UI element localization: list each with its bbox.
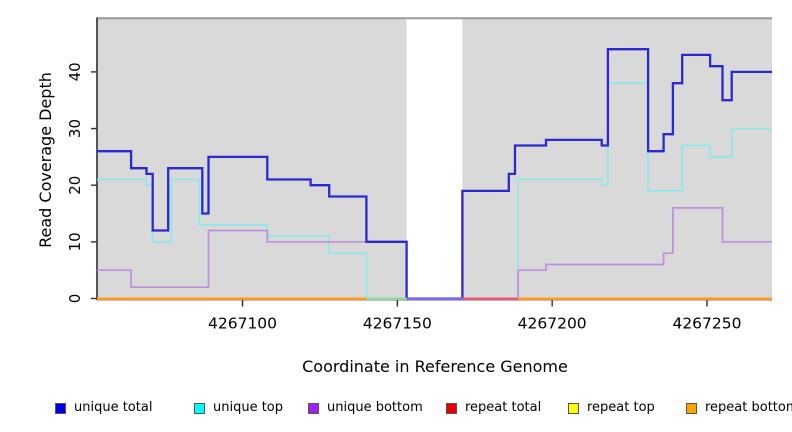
y-tick-label: 20 xyxy=(66,176,84,195)
x-tick-label: 4267250 xyxy=(672,315,741,333)
legend-label: repeat total xyxy=(465,400,542,415)
legend-swatch-repeat-top xyxy=(568,402,579,414)
x-tick-label: 4267100 xyxy=(208,315,277,333)
y-tick-label: 0 xyxy=(66,294,84,304)
y-tick-label: 40 xyxy=(66,62,84,81)
legend: unique total unique top unique bottom repea… xyxy=(0,400,792,422)
y-tick-label: 30 xyxy=(66,119,84,138)
coverage-plot: 0 10 20 30 40 4267100 4267150 4267200 4267250 xyxy=(66,17,772,333)
legend-swatch-repeat-total xyxy=(446,402,457,414)
legend-swatch-repeat-bottom xyxy=(686,402,697,414)
legend-label: unique bottom xyxy=(327,400,423,415)
x-axis-label: Coordinate in Reference Genome xyxy=(302,357,568,376)
legend-swatch-unique-total xyxy=(55,402,66,414)
series-line-unique-bottom xyxy=(97,207,772,300)
x-tick-label: 4267200 xyxy=(518,315,587,333)
legend-item-unique-bottom: unique bottom xyxy=(308,400,423,416)
x-tick-label: 4267150 xyxy=(363,315,432,333)
y-axis-label: Read Coverage Depth xyxy=(36,72,55,248)
legend-item-unique-total: unique total xyxy=(55,400,152,416)
legend-item-repeat-top: repeat top xyxy=(568,400,655,416)
legend-label: unique total xyxy=(74,400,153,415)
series-line-unique-total xyxy=(97,48,772,300)
legend-swatch-unique-top xyxy=(194,402,205,414)
plot-panel-background xyxy=(97,17,407,300)
legend-item-repeat-total: repeat total xyxy=(446,400,541,416)
legend-item-unique-top: unique top xyxy=(194,400,283,416)
plot-panel-background xyxy=(462,17,772,300)
legend-label: repeat top xyxy=(587,400,655,415)
legend-item-repeat-bottom: repeat bottom xyxy=(686,400,792,416)
legend-label: unique top xyxy=(213,400,284,415)
legend-label: repeat bottom xyxy=(705,400,792,415)
y-tick-label: 10 xyxy=(66,232,84,251)
legend-swatch-unique-bottom xyxy=(308,402,319,414)
